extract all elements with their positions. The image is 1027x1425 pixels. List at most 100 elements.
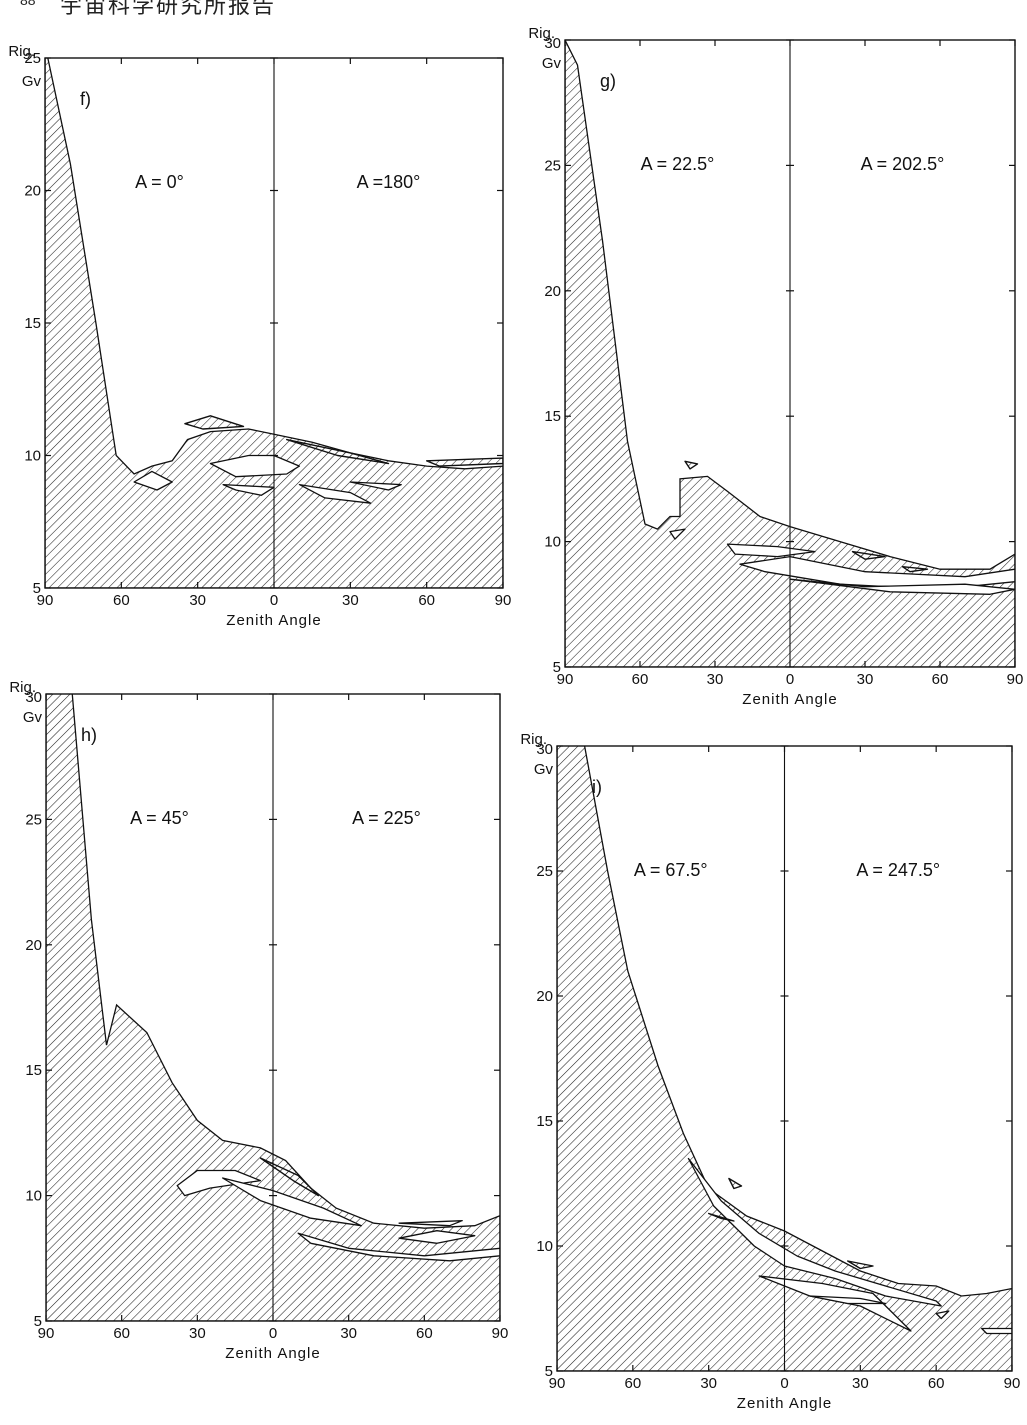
azimuth-left-f: A = 0° — [135, 172, 184, 192]
azimuth-right-g: A = 202.5° — [861, 154, 945, 174]
x-tick-label-h: 30 — [340, 1325, 357, 1342]
y-axis-unit-g: Gv — [542, 55, 562, 72]
x-axis-title-h: Zenith Angle — [225, 1345, 320, 1362]
x-tick-label-i: 0 — [780, 1375, 788, 1392]
x-tick-label-g: 0 — [786, 671, 794, 688]
y-tick-label-h: 10 — [25, 1188, 42, 1205]
forbidden-band-h-0 — [176, 1169, 262, 1197]
y-tick-label-h: 5 — [34, 1313, 42, 1330]
panel-label-g: g) — [600, 71, 616, 91]
x-tick-label-h: 0 — [269, 1325, 277, 1342]
y-tick-label-h: 30 — [25, 689, 42, 706]
x-tick-label-i: 30 — [852, 1375, 869, 1392]
azimuth-left-g: A = 22.5° — [641, 154, 715, 174]
x-tick-label-g: 90 — [1007, 671, 1024, 688]
x-tick-label-g: 90 — [557, 671, 574, 688]
x-tick-label-i: 60 — [624, 1375, 641, 1392]
y-tick-label-g: 10 — [544, 534, 561, 551]
allowed-band-f-2 — [426, 457, 503, 467]
y-tick-label-g: 5 — [553, 659, 561, 676]
y-tick-label-g: 20 — [544, 283, 561, 300]
forbidden-band-i-3 — [935, 1310, 950, 1320]
forbidden-band-h-3 — [398, 1230, 476, 1244]
azimuth-left-h: A = 45° — [130, 808, 189, 828]
y-axis-unit-h: Gv — [23, 709, 43, 726]
y-tick-label-g: 15 — [544, 408, 561, 425]
allowed-band-f-0 — [184, 415, 245, 430]
y-tick-label-i: 30 — [536, 741, 553, 758]
x-tick-label-i: 90 — [1004, 1375, 1021, 1392]
forbidden-band-f-4 — [349, 481, 402, 491]
y-tick-label-f: 10 — [24, 448, 41, 465]
y-axis-unit-f: Gv — [22, 73, 42, 90]
forbidden-band-f-1 — [209, 454, 301, 478]
x-tick-label-i: 30 — [700, 1375, 717, 1392]
allowed-band-g-0 — [684, 460, 699, 470]
azimuth-right-h: A = 225° — [352, 808, 421, 828]
x-tick-label-f: 60 — [113, 592, 130, 609]
x-axis-title-f: Zenith Angle — [226, 612, 321, 629]
allowed-band-f-1 — [286, 438, 390, 465]
plot-area-h — [46, 694, 500, 1321]
y-axis-title-i: Rig. — [520, 731, 547, 748]
x-tick-label-f: 60 — [418, 592, 435, 609]
x-axis-title-i: Zenith Angle — [737, 1395, 832, 1412]
y-tick-label-i: 15 — [536, 1113, 553, 1130]
x-tick-label-h: 60 — [416, 1325, 433, 1342]
forbidden-band-h-2 — [297, 1232, 500, 1262]
y-tick-label-h: 20 — [25, 937, 42, 954]
forbidden-band-i-0 — [687, 1157, 942, 1307]
y-tick-label-h: 25 — [25, 811, 42, 828]
y-tick-label-i: 20 — [536, 988, 553, 1005]
y-axis-unit-i: Gv — [534, 761, 554, 778]
x-tick-label-h: 60 — [113, 1325, 130, 1342]
forbidden-band-f-3 — [298, 483, 372, 504]
y-tick-label-g: 30 — [544, 35, 561, 52]
cutoff-region-h — [46, 694, 500, 1321]
page-header: 宇宙科学研究所报告 — [60, 0, 277, 19]
x-tick-label-g: 60 — [632, 671, 649, 688]
x-tick-label-f: 30 — [342, 592, 359, 609]
forbidden-band-g-0 — [669, 528, 686, 540]
forbidden-band-f-2 — [222, 483, 275, 496]
x-tick-label-f: 90 — [495, 592, 512, 609]
y-tick-label-h: 15 — [25, 1062, 42, 1079]
azimuth-right-i: A = 247.5° — [856, 860, 940, 880]
panel-label-h: h) — [81, 725, 97, 745]
allowed-band-g-1 — [851, 550, 886, 560]
azimuth-right-f: A =180° — [357, 172, 421, 192]
y-tick-label-i: 10 — [536, 1238, 553, 1255]
x-tick-label-g: 30 — [857, 671, 874, 688]
forbidden-band-g-3 — [789, 578, 1015, 595]
allowed-band-i-0 — [708, 1212, 735, 1222]
allowed-band-i-1 — [728, 1177, 743, 1190]
x-tick-label-g: 60 — [932, 671, 949, 688]
azimuth-left-i: A = 67.5° — [634, 860, 708, 880]
panel-label-f: f) — [80, 89, 91, 109]
x-tick-label-i: 90 — [549, 1375, 566, 1392]
y-tick-label-f: 20 — [24, 183, 41, 200]
forbidden-band-i-2 — [809, 1295, 887, 1305]
y-tick-label-f: 5 — [33, 580, 41, 597]
forbidden-band-g-2 — [739, 555, 1015, 590]
allowed-band-i-2 — [847, 1260, 874, 1270]
y-tick-label-g: 25 — [544, 157, 561, 174]
x-tick-label-f: 90 — [37, 592, 54, 609]
panel-label-i: i) — [592, 777, 602, 797]
y-axis-title-g: Rig. — [528, 25, 555, 42]
x-axis-title-g: Zenith Angle — [742, 691, 837, 708]
y-tick-label-f: 15 — [24, 315, 41, 332]
y-axis-title-f: Rig. — [8, 43, 35, 60]
x-tick-label-i: 60 — [928, 1375, 945, 1392]
y-tick-label-f: 25 — [24, 50, 41, 67]
x-tick-label-h: 90 — [38, 1325, 55, 1342]
allowed-band-g-2 — [901, 566, 929, 573]
y-tick-label-i: 5 — [545, 1363, 553, 1380]
x-tick-label-h: 30 — [189, 1325, 206, 1342]
x-tick-label-g: 30 — [707, 671, 724, 688]
